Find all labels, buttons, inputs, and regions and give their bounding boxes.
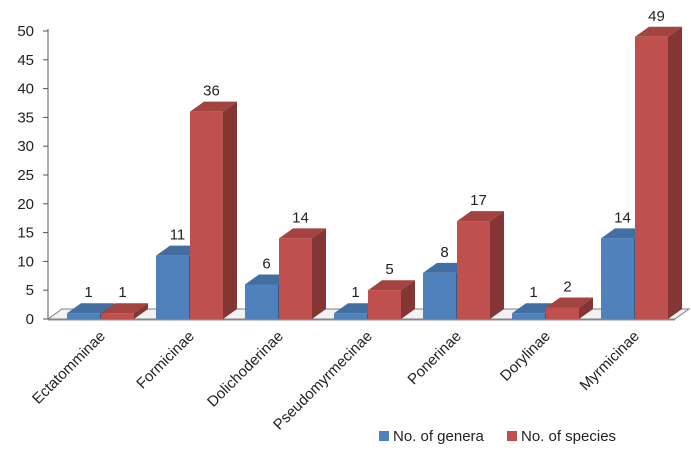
- category-label: Pseudomyrmecinae: [270, 328, 376, 434]
- bar-side: [223, 101, 237, 319]
- data-label: 8: [440, 244, 448, 261]
- bar-top: [67, 303, 114, 314]
- category-label: Ponerinae: [404, 328, 464, 388]
- legend: No. of genera No. of species: [379, 428, 616, 445]
- category-labels: Ectatomminae Formicinae DolichoderinaePseu…: [29, 328, 643, 434]
- bar-top: [368, 280, 415, 291]
- data-label: 2: [563, 278, 571, 295]
- y-tick-label: 45: [17, 52, 34, 69]
- y-tick-label: 40: [17, 81, 34, 98]
- bar: [190, 101, 237, 319]
- bar-top: [546, 297, 593, 308]
- bar: [368, 280, 415, 319]
- bar-side: [312, 228, 326, 319]
- y-tick-label: 10: [17, 253, 34, 270]
- bar-side: [401, 280, 415, 319]
- bar-side: [134, 303, 148, 319]
- legend-label: No. of species: [521, 428, 616, 445]
- bar-front: [546, 307, 579, 319]
- bar-front: [368, 290, 401, 319]
- y-tick-label: 0: [26, 311, 34, 328]
- bar-side: [579, 297, 593, 319]
- legend-swatch: [379, 431, 389, 441]
- data-label: 11: [170, 227, 186, 244]
- bar-front: [635, 36, 668, 319]
- data-label: 1: [351, 284, 359, 301]
- bar-top: [101, 303, 148, 314]
- bar-top: [190, 101, 237, 112]
- data-label: 14: [292, 209, 309, 226]
- bar: [457, 211, 504, 319]
- y-tick-label: 30: [17, 138, 34, 155]
- y-tick-label: 50: [17, 23, 34, 40]
- bar-front: [423, 272, 456, 319]
- bar-top: [279, 228, 326, 239]
- bar-front: [334, 313, 367, 319]
- bar-top: [635, 26, 682, 37]
- data-label: 49: [648, 8, 665, 25]
- bar: [101, 303, 148, 319]
- bar-front: [457, 221, 490, 319]
- bar-front: [190, 111, 223, 319]
- data-label: 14: [614, 209, 631, 226]
- legend-swatch: [507, 431, 517, 441]
- bar-front: [245, 284, 278, 319]
- bar-front: [101, 313, 134, 319]
- bar: [279, 228, 326, 319]
- bar-front: [512, 313, 545, 319]
- data-label: 1: [84, 284, 92, 301]
- y-tick-label: 35: [17, 109, 34, 126]
- data-label: 1: [529, 284, 537, 301]
- bar-front: [156, 255, 189, 319]
- data-label: 5: [385, 261, 393, 278]
- category-label: Myrmicinae: [577, 328, 643, 394]
- data-label: 6: [262, 255, 270, 272]
- bar: [635, 26, 682, 319]
- y-tick-label: 25: [17, 167, 34, 184]
- bar-front: [601, 238, 634, 319]
- category-label: Dorylinae: [497, 328, 554, 385]
- y-tick-label: 15: [17, 225, 34, 242]
- legend-label: No. of genera: [393, 428, 485, 445]
- bars: [67, 26, 682, 319]
- bar-top: [457, 211, 504, 222]
- category-label: Ectatomminae: [29, 328, 109, 408]
- data-label: 36: [203, 83, 220, 100]
- bar: [546, 297, 593, 319]
- data-label: 1: [118, 284, 126, 301]
- bar-side: [668, 26, 682, 319]
- data-label: 17: [470, 192, 487, 209]
- bar-front: [67, 313, 100, 319]
- y-tick-label: 20: [17, 196, 34, 213]
- y-tick-labels: 0 5 10 15 20 25 30 35 40 45 50: [17, 23, 48, 328]
- category-label: Dolichoderinae: [204, 328, 287, 411]
- axes: [46, 29, 691, 321]
- y-tick-label: 5: [26, 282, 34, 299]
- bar-front: [279, 238, 312, 319]
- category-label: Formicinae: [133, 328, 197, 392]
- bar-side: [490, 211, 504, 319]
